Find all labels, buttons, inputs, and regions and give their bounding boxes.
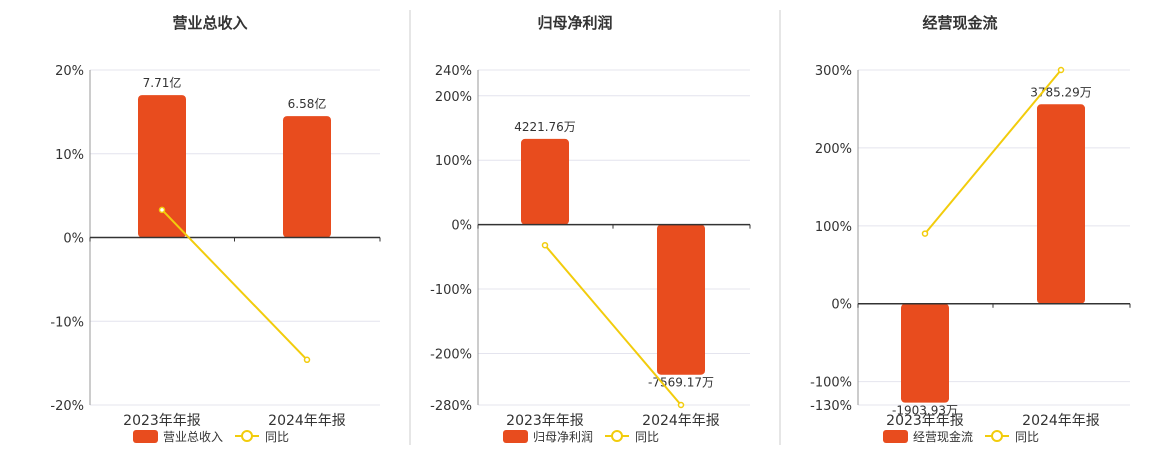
chart-panel-1: 营业总收入 20% 10% 0% -10% -20% 7.71亿 6.58亿 2023年年报 20… (50, 14, 381, 444)
chart-title: 归母净利润 (537, 14, 612, 32)
legend-line-label: 同比 (1015, 430, 1039, 444)
legend: 归母净利润 同比 (503, 430, 659, 444)
legend-line-label: 同比 (635, 430, 659, 444)
yoy-line (161, 209, 308, 361)
y-tick-label: -200% (430, 347, 472, 362)
y-tick-label: 100% (815, 220, 852, 235)
x-tick-label: 2023年年报 (506, 413, 584, 429)
legend-bar-swatch (133, 430, 158, 443)
legend-line-marker (991, 430, 1003, 442)
yoy-point (303, 356, 311, 364)
bar (901, 303, 949, 403)
legend-line-marker (241, 430, 253, 442)
y-tick-label: 200% (815, 142, 852, 157)
chart-title: 经营现金流 (922, 14, 997, 32)
y-tick-label: 0% (831, 298, 852, 313)
bar-data-label: 6.58亿 (288, 96, 327, 111)
yoy-point (921, 230, 929, 237)
bar-data-label: -1903.93万 (892, 404, 958, 418)
x-tick-label: 2024年年报 (642, 413, 720, 429)
legend-bar-swatch (503, 430, 528, 443)
legend-bar-label: 营业总收入 (163, 430, 223, 444)
y-tick-label: 0% (451, 219, 472, 234)
y-tick-label: -10% (50, 315, 84, 330)
bar (283, 116, 331, 238)
legend-bar-label: 经营现金流 (913, 429, 973, 444)
yoy-point (541, 241, 549, 249)
bar (521, 138, 569, 225)
y-tick-label: 0% (63, 232, 84, 247)
legend-bar-swatch (883, 430, 908, 443)
yoy-point (1057, 66, 1065, 74)
chart-title: 营业总收入 (172, 14, 247, 32)
bar (138, 95, 186, 238)
y-tick-label: 20% (55, 64, 84, 79)
y-tick-label: -130% (810, 399, 852, 414)
y-tick-label: -280% (430, 399, 472, 414)
yoy-point (158, 206, 166, 214)
legend-line-marker (611, 430, 623, 442)
bar-data-label: 7.71亿 (143, 75, 182, 90)
yoy-line (924, 69, 1062, 235)
legend: 营业总收入 同比 (133, 430, 289, 444)
y-tick-label: -100% (430, 283, 472, 298)
bar-data-label: 4221.76万 (514, 120, 576, 134)
y-tick-label: 100% (435, 154, 472, 169)
y-tick-label: -100% (810, 376, 852, 391)
y-tick-label: 10% (55, 148, 84, 163)
y-tick-label: 200% (435, 90, 472, 105)
y-tick-label: 240% (435, 64, 472, 79)
yoy-line (544, 244, 682, 406)
x-tick-label: 2023年年报 (886, 413, 964, 429)
bar (657, 224, 705, 375)
chart-panel-2: 归母净利润 240% 200% 100% 0% -100% -200% -280% 4221.7… (430, 14, 751, 444)
x-tick-label: 2024年年报 (1022, 413, 1100, 429)
y-tick-label: -20% (50, 399, 84, 414)
bar (1037, 104, 1085, 304)
legend-line-label: 同比 (265, 430, 289, 444)
yoy-point (677, 401, 685, 409)
legend: 经营现金流 同比 (883, 429, 1039, 444)
x-tick-label: 2024年年报 (268, 413, 346, 429)
legend-bar-label: 归母净利润 (533, 430, 593, 444)
x-tick-label: 2023年年报 (123, 413, 201, 429)
y-tick-label: 300% (815, 64, 852, 79)
